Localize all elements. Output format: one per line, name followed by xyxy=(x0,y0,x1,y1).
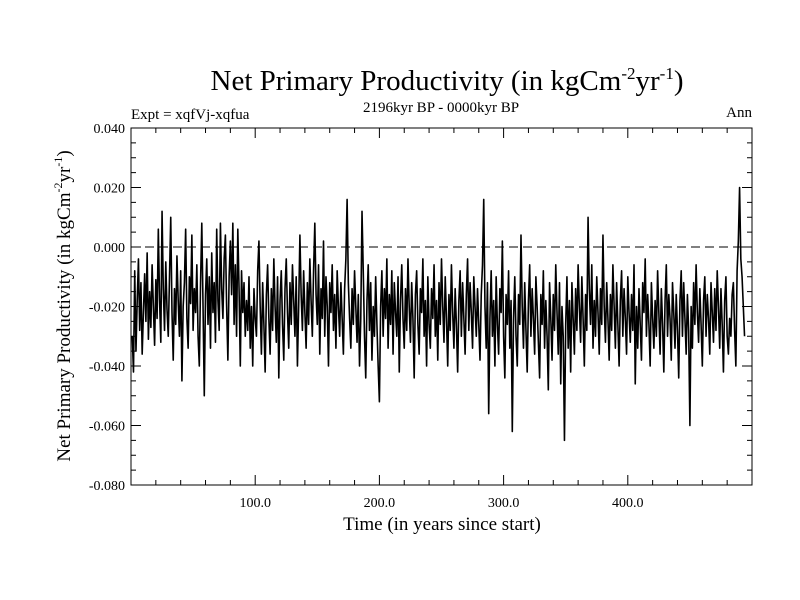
series-layer xyxy=(131,186,746,442)
y-tick-label: 0.000 xyxy=(94,241,126,256)
y-tick-label: 0.040 xyxy=(94,122,126,137)
x-tick-label: 200.0 xyxy=(364,496,396,511)
chart-title-sup1: -2 xyxy=(621,64,635,83)
season-label: Ann xyxy=(726,105,752,121)
y-tick-label: -0.040 xyxy=(89,360,125,375)
npp-series-line xyxy=(131,186,746,442)
y-tick-label: -0.060 xyxy=(89,420,125,435)
y-axis-label-end: ) xyxy=(54,150,75,156)
chart-title-mid: yr xyxy=(635,65,660,97)
chart-subtitle: 2196kyr BP - 0000kyr BP xyxy=(363,100,519,116)
y-axis-label-mid: yr xyxy=(54,166,75,183)
chart-title-main: Net Primary Productivity (in kgCm xyxy=(211,65,622,97)
chart-title: Net Primary Productivity (in kgCm-2yr-1) xyxy=(211,64,684,97)
y-axis-label-main: Net Primary Productivity (in kgCm xyxy=(54,192,75,461)
axis-tick-labels: 0.040 0.020 0.000 -0.020 -0.040 -0.060 -0.080 1… xyxy=(89,122,644,511)
chart-title-end: ) xyxy=(674,65,684,97)
y-axis-label-sup2: -1 xyxy=(51,157,65,167)
y-tick-label: 0.020 xyxy=(94,182,126,197)
plot-frame xyxy=(130,127,753,486)
x-tick-label: 300.0 xyxy=(488,496,520,511)
x-tick-label: 400.0 xyxy=(612,496,644,511)
x-axis-label: Time (in years since start) xyxy=(343,514,541,535)
y-tick-label: -0.020 xyxy=(89,301,125,316)
experiment-label: Expt = xqfVj-xqfua xyxy=(131,107,250,123)
chart-title-sup2: -1 xyxy=(660,64,674,83)
x-tick-label: 100.0 xyxy=(239,496,271,511)
y-axis-label-sup1: -2 xyxy=(51,183,65,193)
y-tick-label: -0.080 xyxy=(89,479,125,494)
y-axis-label: Net Primary Productivity (in kgCm-2yr-1) xyxy=(51,150,75,461)
